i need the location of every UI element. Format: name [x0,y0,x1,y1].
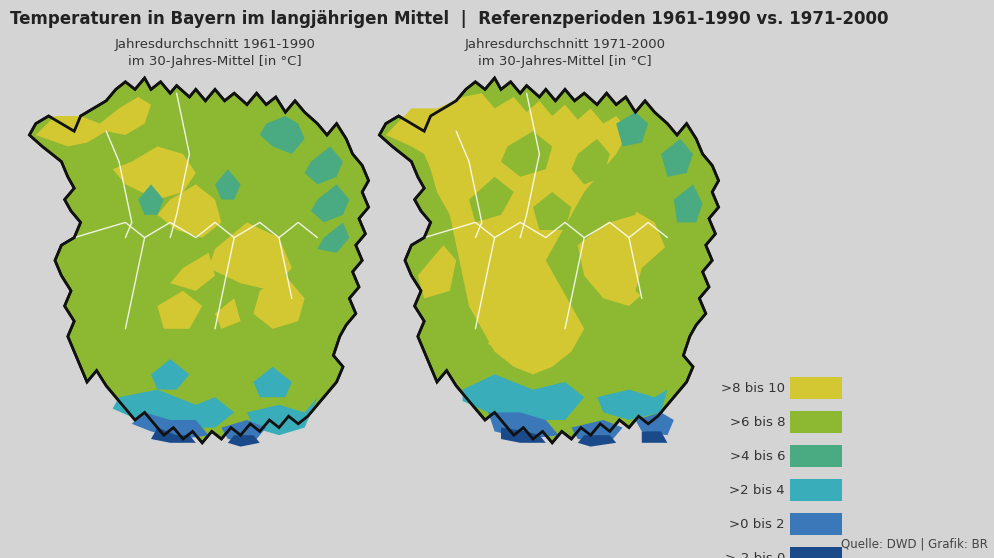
Bar [790,377,842,399]
Polygon shape [112,146,196,200]
Polygon shape [488,306,553,359]
Polygon shape [170,253,215,291]
Polygon shape [572,139,609,184]
Polygon shape [36,97,151,146]
Polygon shape [469,177,514,223]
Polygon shape [597,389,667,420]
Polygon shape [386,93,629,374]
Text: Quelle: DWD | Grafik: BR: Quelle: DWD | Grafik: BR [841,537,988,550]
Text: >8 bis 10: >8 bis 10 [721,382,785,395]
Bar [790,513,842,535]
Polygon shape [215,299,241,329]
Text: Jahresdurchschnitt 1971-2000
im 30-Jahres-Mittel [in °C]: Jahresdurchschnitt 1971-2000 im 30-Jahre… [464,38,666,68]
Polygon shape [247,397,317,435]
Text: >-2 bis 0: >-2 bis 0 [725,551,785,558]
Text: >4 bis 6: >4 bis 6 [730,450,785,463]
Polygon shape [311,184,350,223]
Polygon shape [209,223,292,291]
Polygon shape [228,435,259,446]
Polygon shape [462,374,584,420]
Polygon shape [616,112,648,146]
Polygon shape [642,431,667,443]
Polygon shape [635,245,687,306]
Polygon shape [501,131,553,177]
Polygon shape [578,435,616,446]
Bar [790,547,842,558]
Polygon shape [533,192,572,230]
Polygon shape [578,207,667,306]
Text: Temperaturen in Bayern im langjährigen Mittel  |  Referenzperioden 1961-1990 vs.: Temperaturen in Bayern im langjährigen M… [10,10,889,28]
Polygon shape [222,420,266,443]
Polygon shape [603,177,642,223]
Polygon shape [501,427,546,443]
Polygon shape [259,116,304,154]
Polygon shape [151,359,190,389]
Polygon shape [253,276,304,329]
Polygon shape [151,427,196,443]
Bar [790,479,842,501]
Polygon shape [253,367,292,397]
Polygon shape [488,412,559,439]
Text: >2 bis 4: >2 bis 4 [730,483,785,497]
Polygon shape [380,78,719,443]
Polygon shape [215,169,241,200]
Polygon shape [417,245,456,299]
Text: Jahresdurchschnitt 1961-1990
im 30-Jahres-Mittel [in °C]: Jahresdurchschnitt 1961-1990 im 30-Jahre… [114,38,315,68]
Text: >0 bis 2: >0 bis 2 [730,517,785,531]
Polygon shape [674,184,703,223]
Polygon shape [635,412,674,435]
Polygon shape [30,78,369,443]
Polygon shape [138,184,164,215]
Bar [790,411,842,433]
Text: >6 bis 8: >6 bis 8 [730,416,785,429]
Polygon shape [112,389,235,427]
Bar [790,445,842,467]
Polygon shape [661,139,693,177]
Polygon shape [572,420,622,443]
Polygon shape [317,223,350,253]
Polygon shape [157,184,222,238]
Polygon shape [661,177,693,223]
Polygon shape [157,291,202,329]
Polygon shape [304,146,343,184]
Polygon shape [132,412,209,439]
